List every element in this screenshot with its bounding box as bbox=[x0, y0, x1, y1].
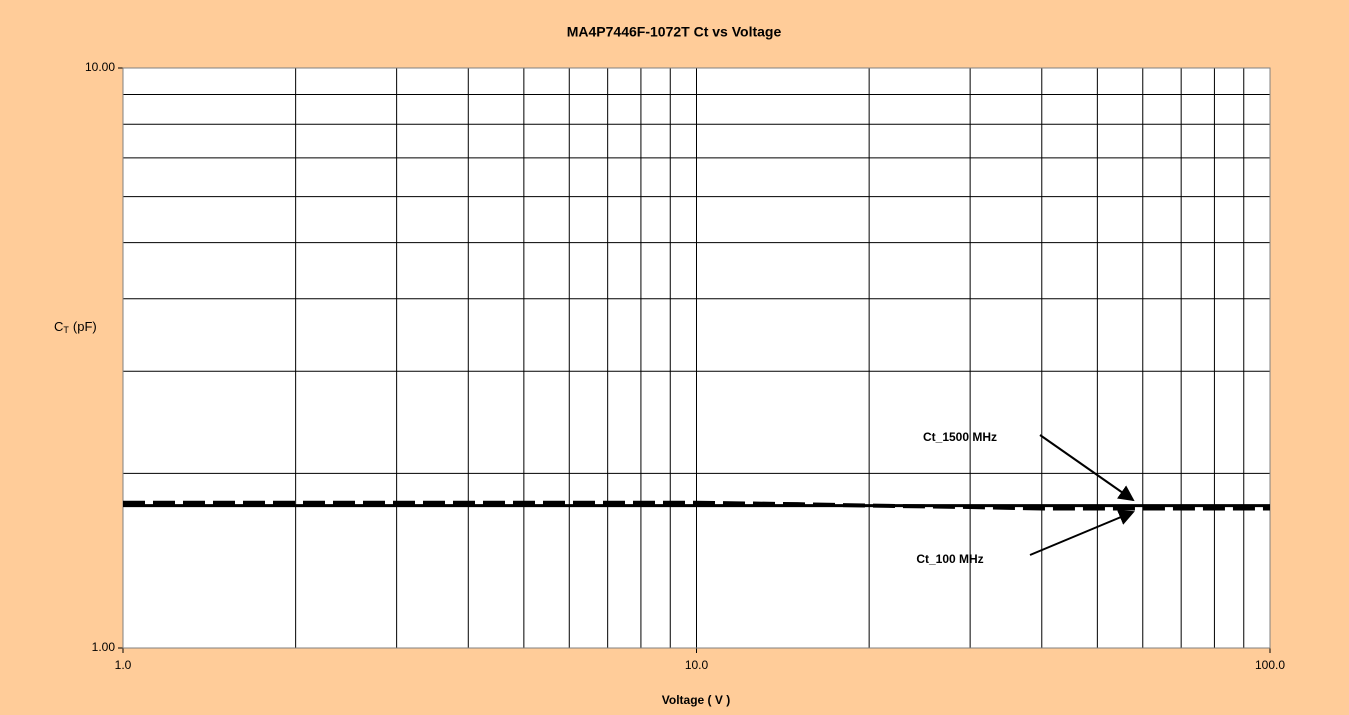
chart-title: MA4P7446F-1072T Ct vs Voltage bbox=[567, 24, 782, 40]
y-tick-label: 1.00 bbox=[92, 640, 116, 654]
plot-border bbox=[122, 67, 1271, 649]
y-label-main: C bbox=[54, 319, 63, 334]
x-tick-label: 100.0 bbox=[1255, 658, 1285, 672]
annotation-arrow bbox=[1029, 510, 1135, 556]
x-tick-label: 1.0 bbox=[115, 658, 132, 672]
series-line bbox=[123, 500, 1270, 511]
y-tick-label: 10.00 bbox=[85, 60, 115, 74]
legend-label: Ct_1500 MHz bbox=[923, 430, 997, 444]
y-label-sub: T bbox=[63, 325, 69, 335]
legend-label: Ct_100 MHz bbox=[916, 552, 983, 566]
x-axis-label: Voltage ( V ) bbox=[662, 693, 730, 707]
y-label-unit: (pF) bbox=[73, 319, 97, 334]
annotation-arrow bbox=[1039, 434, 1135, 502]
y-axis-label: CT (pF) bbox=[54, 319, 97, 335]
x-tick-label: 10.0 bbox=[685, 658, 709, 672]
